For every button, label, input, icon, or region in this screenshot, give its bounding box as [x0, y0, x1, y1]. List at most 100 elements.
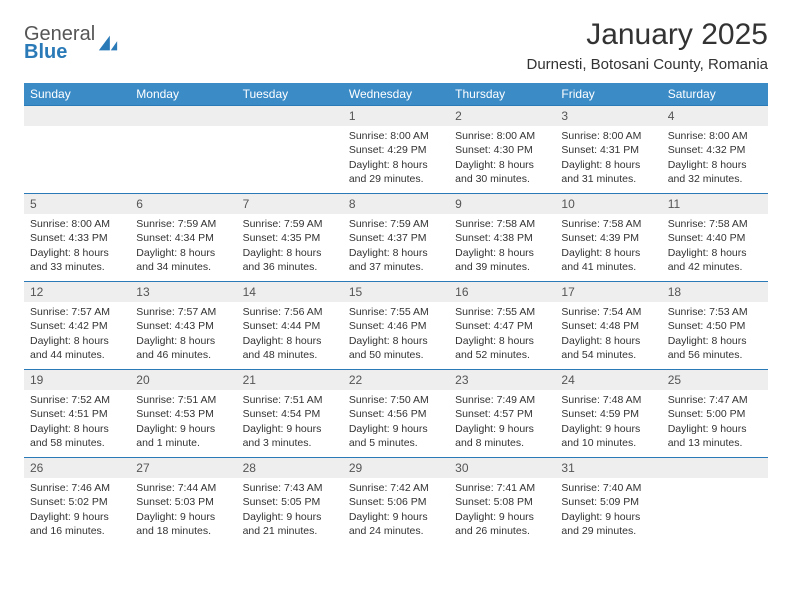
day-info-line: Sunrise: 7:43 AM [243, 481, 337, 495]
daynum-row: 3 [555, 106, 661, 126]
day-info-line: Sunrise: 8:00 AM [349, 129, 443, 143]
day-info-line: Daylight: 8 hours [668, 334, 762, 348]
logo: General Blue [24, 18, 119, 62]
day-info-line: and 56 minutes. [668, 348, 762, 362]
calendar-cell: 5Sunrise: 8:00 AMSunset: 4:33 PMDaylight… [24, 193, 130, 281]
day-info-line: Sunset: 4:44 PM [243, 319, 337, 333]
day-number: 3 [561, 109, 568, 123]
day-info-line: Sunrise: 7:53 AM [668, 305, 762, 319]
day-info-line: Daylight: 9 hours [30, 510, 124, 524]
day-number: 7 [243, 197, 250, 211]
daynum-row: 26 [24, 458, 130, 478]
day-info-line: Sunset: 5:02 PM [30, 495, 124, 509]
day-info-line: Sunset: 5:09 PM [561, 495, 655, 509]
day-info-line: and 30 minutes. [455, 172, 549, 186]
day-info-line: and 46 minutes. [136, 348, 230, 362]
weekday-header: Thursday [449, 83, 555, 105]
daynum-row: 8 [343, 194, 449, 214]
daynum-row: 23 [449, 370, 555, 390]
day-info-line: Sunset: 4:35 PM [243, 231, 337, 245]
day-info-line: Daylight: 9 hours [455, 510, 549, 524]
weekday-header: Wednesday [343, 83, 449, 105]
day-info-line: Daylight: 8 hours [455, 246, 549, 260]
daynum-row: 31 [555, 458, 661, 478]
day-info-line: Sunset: 4:33 PM [30, 231, 124, 245]
day-info-line: and 44 minutes. [30, 348, 124, 362]
daynum-row: 19 [24, 370, 130, 390]
day-info-line: Sunrise: 7:41 AM [455, 481, 549, 495]
day-info-line: Sunrise: 7:59 AM [243, 217, 337, 231]
day-info-line: Sunrise: 7:50 AM [349, 393, 443, 407]
day-number: 18 [668, 285, 681, 299]
day-number: 1 [349, 109, 356, 123]
day-number: 11 [668, 197, 680, 211]
daynum-row: 4 [662, 106, 768, 126]
day-number: 4 [668, 109, 675, 123]
calendar-cell: 3Sunrise: 8:00 AMSunset: 4:31 PMDaylight… [555, 105, 661, 193]
day-info-line: Sunset: 4:50 PM [668, 319, 762, 333]
day-info-line: and 50 minutes. [349, 348, 443, 362]
calendar-cell: 17Sunrise: 7:54 AMSunset: 4:48 PMDayligh… [555, 281, 661, 369]
calendar-cell: 11Sunrise: 7:58 AMSunset: 4:40 PMDayligh… [662, 193, 768, 281]
day-number: 8 [349, 197, 356, 211]
day-info-line: Sunrise: 8:00 AM [455, 129, 549, 143]
day-number: 21 [243, 373, 256, 387]
day-info-line: and 29 minutes. [561, 524, 655, 538]
calendar-cell: 1Sunrise: 8:00 AMSunset: 4:29 PMDaylight… [343, 105, 449, 193]
day-number: 16 [455, 285, 468, 299]
day-info-line: Sunset: 4:56 PM [349, 407, 443, 421]
logo-text: General Blue [24, 24, 95, 62]
day-info-line: Daylight: 9 hours [349, 510, 443, 524]
daynum-row: 7 [237, 194, 343, 214]
day-number: 23 [455, 373, 468, 387]
daynum-row: 28 [237, 458, 343, 478]
day-info-line: Sunrise: 7:52 AM [30, 393, 124, 407]
day-info-line: Daylight: 8 hours [561, 246, 655, 260]
day-info-line: and 21 minutes. [243, 524, 337, 538]
day-number: 26 [30, 461, 43, 475]
calendar-cell: 12Sunrise: 7:57 AMSunset: 4:42 PMDayligh… [24, 281, 130, 369]
day-number [668, 461, 671, 475]
calendar-cell: 21Sunrise: 7:51 AMSunset: 4:54 PMDayligh… [237, 369, 343, 457]
day-info-line: Sunrise: 7:51 AM [136, 393, 230, 407]
day-number: 25 [668, 373, 681, 387]
day-info-line: and 8 minutes. [455, 436, 549, 450]
day-info-line: and 1 minute. [136, 436, 230, 450]
day-number: 31 [561, 461, 574, 475]
header: General Blue January 2025 Durnesti, Boto… [24, 18, 768, 73]
calendar-cell: 2Sunrise: 8:00 AMSunset: 4:30 PMDaylight… [449, 105, 555, 193]
daynum-row: 20 [130, 370, 236, 390]
daynum-row: 24 [555, 370, 661, 390]
weekday-header: Sunday [24, 83, 130, 105]
day-info-line: Daylight: 8 hours [30, 422, 124, 436]
day-info-line: Daylight: 8 hours [455, 334, 549, 348]
day-info-line: Sunrise: 7:40 AM [561, 481, 655, 495]
day-info-line: Daylight: 8 hours [561, 334, 655, 348]
day-info-line: and 39 minutes. [455, 260, 549, 274]
calendar-cell: 28 Sunrise: 7:43 AMSunset: 5:05 PMDayligh… [237, 457, 343, 545]
day-info-line: Daylight: 8 hours [349, 246, 443, 260]
day-number [30, 109, 33, 123]
calendar-cell: 31Sunrise: 7:40 AMSunset: 5:09 PMDayligh… [555, 457, 661, 545]
day-info-line: Daylight: 9 hours [243, 510, 337, 524]
day-info-line: Daylight: 9 hours [668, 422, 762, 436]
daynum-row: 5 [24, 194, 130, 214]
day-info-line: Daylight: 8 hours [243, 246, 337, 260]
calendar-cell: 7 Sunrise: 7:59 AMSunset: 4:35 PMDaylight… [237, 193, 343, 281]
day-number: 13 [136, 285, 149, 299]
day-info-line: Sunrise: 7:59 AM [349, 217, 443, 231]
day-info-line: Daylight: 8 hours [561, 158, 655, 172]
day-info-line: Daylight: 9 hours [349, 422, 443, 436]
calendar-cell: 24Sunrise: 7:48 AMSunset: 4:59 PMDayligh… [555, 369, 661, 457]
daynum-row: 18 [662, 282, 768, 302]
daynum-row: 30 [449, 458, 555, 478]
month-title: January 2025 [526, 18, 768, 52]
daynum-row [24, 106, 130, 126]
calendar-cell: 10Sunrise: 7:58 AMSunset: 4:39 PMDayligh… [555, 193, 661, 281]
day-info-line: Sunset: 5:05 PM [243, 495, 337, 509]
calendar-cell: 29Sunrise: 7:42 AMSunset: 5:06 PMDayligh… [343, 457, 449, 545]
day-info-line: Sunset: 4:47 PM [455, 319, 549, 333]
daynum-row: 16 [449, 282, 555, 302]
day-info-line: Sunrise: 8:00 AM [561, 129, 655, 143]
day-info-line: and 34 minutes. [136, 260, 230, 274]
